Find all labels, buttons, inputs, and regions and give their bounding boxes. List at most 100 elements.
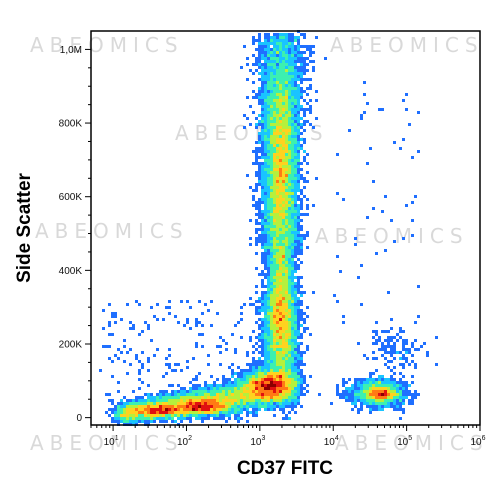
- density-cell: [147, 360, 150, 363]
- density-cell: [288, 75, 291, 78]
- density-cell: [138, 360, 141, 363]
- density-cell: [285, 180, 288, 183]
- density-cell: [300, 51, 303, 54]
- density-cell: [168, 405, 171, 408]
- density-cell: [258, 135, 261, 138]
- density-cell: [294, 207, 297, 210]
- density-cell: [360, 303, 363, 306]
- density-cell: [198, 390, 201, 393]
- density-cell: [204, 405, 207, 408]
- density-cell: [291, 132, 294, 135]
- density-cell: [297, 249, 300, 252]
- density-cell: [216, 417, 219, 420]
- density-cell: [288, 258, 291, 261]
- density-cell: [231, 381, 234, 384]
- density-cell: [279, 339, 282, 342]
- density-cell: [264, 378, 267, 381]
- density-cell: [294, 285, 297, 288]
- density-cell: [285, 150, 288, 153]
- density-cell: [273, 393, 276, 396]
- density-cell: [150, 339, 153, 342]
- density-cell: [297, 93, 300, 96]
- density-cell: [408, 399, 411, 402]
- density-cell: [228, 366, 231, 369]
- density-cell: [261, 186, 264, 189]
- density-cell: [162, 390, 165, 393]
- density-cell: [294, 288, 297, 291]
- density-cell: [282, 291, 285, 294]
- density-cell: [291, 408, 294, 411]
- density-cell: [264, 111, 267, 114]
- density-cell: [159, 393, 162, 396]
- density-cell: [261, 96, 264, 99]
- density-cell: [381, 387, 384, 390]
- density-cell: [276, 240, 279, 243]
- density-cell: [243, 384, 246, 387]
- density-cell: [261, 291, 264, 294]
- density-cell: [297, 360, 300, 363]
- density-cell: [168, 399, 171, 402]
- density-cell: [219, 390, 222, 393]
- density-cell: [294, 261, 297, 264]
- density-cell: [162, 375, 165, 378]
- density-cell: [294, 195, 297, 198]
- density-cell: [270, 264, 273, 267]
- density-cell: [228, 384, 231, 387]
- density-cell: [228, 387, 231, 390]
- density-cell: [279, 294, 282, 297]
- density-cell: [300, 108, 303, 111]
- density-cell: [165, 411, 168, 414]
- density-cell: [300, 384, 303, 387]
- density-cell: [264, 165, 267, 168]
- density-cell: [345, 393, 348, 396]
- density-cell: [399, 381, 402, 384]
- density-cell: [294, 189, 297, 192]
- density-cell: [372, 357, 375, 360]
- density-cell: [273, 321, 276, 324]
- density-cell: [273, 48, 276, 51]
- density-cell: [279, 402, 282, 405]
- density-cell: [279, 84, 282, 87]
- density-cell: [267, 234, 270, 237]
- density-cell: [264, 75, 267, 78]
- density-cell: [207, 399, 210, 402]
- density-cell: [264, 207, 267, 210]
- density-cell: [417, 285, 420, 288]
- density-cell: [240, 411, 243, 414]
- density-cell: [264, 81, 267, 84]
- density-cell: [213, 414, 216, 417]
- density-cell: [264, 192, 267, 195]
- density-cell: [216, 411, 219, 414]
- density-cell: [183, 390, 186, 393]
- density-cell: [255, 309, 258, 312]
- density-cell: [273, 324, 276, 327]
- density-cell: [279, 297, 282, 300]
- density-cell: [285, 276, 288, 279]
- density-cell: [285, 354, 288, 357]
- density-cell: [198, 402, 201, 405]
- density-cell: [300, 147, 303, 150]
- density-cell: [183, 399, 186, 402]
- density-cell: [300, 318, 303, 321]
- density-cell: [273, 51, 276, 54]
- density-cell: [282, 363, 285, 366]
- density-cell: [261, 138, 264, 141]
- density-cell: [219, 414, 222, 417]
- density-cell: [417, 348, 420, 351]
- density-cell: [174, 411, 177, 414]
- density-cell: [342, 384, 345, 387]
- density-cell: [273, 348, 276, 351]
- density-cell: [276, 63, 279, 66]
- density-cell: [261, 117, 264, 120]
- density-cell: [264, 117, 267, 120]
- density-cell: [405, 390, 408, 393]
- density-cell: [303, 330, 306, 333]
- density-cell: [261, 195, 264, 198]
- density-cell: [273, 102, 276, 105]
- density-cell: [273, 126, 276, 129]
- density-cell: [288, 393, 291, 396]
- density-cell: [282, 282, 285, 285]
- density-cell: [303, 90, 306, 93]
- density-cell: [135, 414, 138, 417]
- density-cell: [285, 219, 288, 222]
